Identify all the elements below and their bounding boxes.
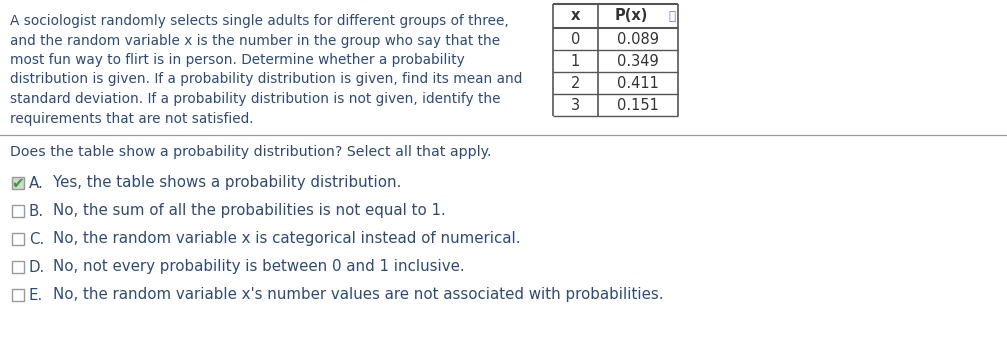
- Bar: [12, 289, 24, 301]
- Text: x: x: [571, 9, 580, 23]
- Bar: [12, 261, 24, 273]
- Text: A sociologist randomly selects single adults for different groups of three,: A sociologist randomly selects single ad…: [10, 14, 509, 28]
- Text: 1: 1: [571, 54, 580, 69]
- Text: 0.089: 0.089: [617, 32, 659, 47]
- Text: Yes, the table shows a probability distribution.: Yes, the table shows a probability distr…: [53, 175, 402, 191]
- Text: distribution is given. If a probability distribution is given, find its mean and: distribution is given. If a probability …: [10, 72, 523, 87]
- Text: E.: E.: [29, 288, 43, 302]
- Text: Does the table show a probability distribution? Select all that apply.: Does the table show a probability distri…: [10, 145, 491, 159]
- Text: and the random variable x is the number in the group who say that the: and the random variable x is the number …: [10, 33, 500, 48]
- Text: D.: D.: [29, 260, 45, 274]
- Text: ✔: ✔: [12, 176, 24, 191]
- Text: 0.411: 0.411: [617, 76, 659, 91]
- Bar: [12, 233, 24, 245]
- Text: C.: C.: [29, 231, 44, 246]
- Text: most fun way to flirt is in person. Determine whether a probability: most fun way to flirt is in person. Dete…: [10, 53, 465, 67]
- Bar: [12, 177, 24, 189]
- Text: No, not every probability is between 0 and 1 inclusive.: No, not every probability is between 0 a…: [53, 260, 464, 274]
- Text: P(x): P(x): [615, 9, 649, 23]
- Text: No, the random variable x is categorical instead of numerical.: No, the random variable x is categorical…: [53, 231, 521, 246]
- Bar: [12, 205, 24, 217]
- Text: requirements that are not satisfied.: requirements that are not satisfied.: [10, 111, 254, 126]
- Text: 0: 0: [571, 32, 580, 47]
- Text: 0.349: 0.349: [617, 54, 659, 69]
- Text: 2: 2: [571, 76, 580, 91]
- Text: standard deviation. If a probability distribution is not given, identify the: standard deviation. If a probability dis…: [10, 92, 500, 106]
- Text: 0.151: 0.151: [617, 98, 659, 113]
- Text: No, the random variable x's number values are not associated with probabilities.: No, the random variable x's number value…: [53, 288, 664, 302]
- Text: 3: 3: [571, 98, 580, 113]
- Text: B.: B.: [29, 203, 44, 218]
- Text: A.: A.: [29, 175, 43, 191]
- Text: No, the sum of all the probabilities is not equal to 1.: No, the sum of all the probabilities is …: [53, 203, 446, 218]
- Text: ⧉: ⧉: [669, 10, 676, 22]
